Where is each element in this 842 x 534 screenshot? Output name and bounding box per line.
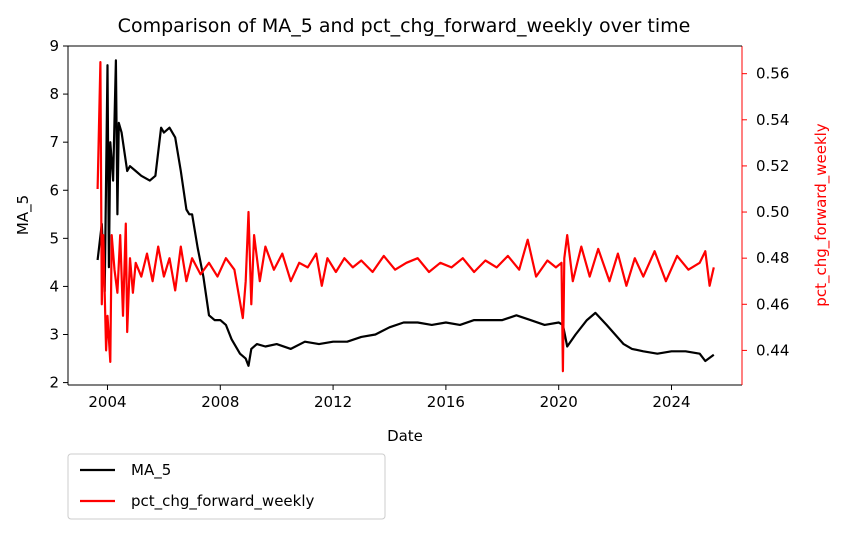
y-left-tick-label: 8 <box>49 85 59 103</box>
y-left-tick-label: 6 <box>49 181 59 199</box>
y-right-tick-label: 0.50 <box>756 203 789 221</box>
series-layer <box>96 59 715 373</box>
series-line-ma-5 <box>96 59 715 367</box>
legend: MA_5 pct_chg_forward_weekly <box>67 453 386 520</box>
x-tick-label: 2012 <box>314 393 352 411</box>
legend-label-pct-chg: pct_chg_forward_weekly <box>131 492 315 511</box>
axes-layer: 2004 2008 2012 2016 2020 2024 2 3 4 5 6 7 8 9 0.44 0.46… <box>49 37 789 411</box>
x-tick-label: 2004 <box>88 393 126 411</box>
y-left-tick-label: 4 <box>49 277 59 295</box>
y-right-tick-label: 0.46 <box>756 295 789 313</box>
x-tick-label: 2008 <box>201 393 239 411</box>
x-axis-title: Date <box>387 427 423 445</box>
series-line-pct-chg-forward-weekly <box>96 60 715 373</box>
legend-label-ma5: MA_5 <box>131 461 171 480</box>
y-right-tick-label: 0.56 <box>756 65 789 83</box>
chart-title: Comparison of MA_5 and pct_chg_forward_w… <box>118 15 691 37</box>
y-right-tick-label: 0.52 <box>756 157 789 175</box>
x-tick-label: 2016 <box>427 393 465 411</box>
y-left-tick-label: 2 <box>49 374 59 392</box>
y-left-tick-label: 5 <box>49 229 59 247</box>
x-tick-label: 2020 <box>540 393 578 411</box>
y-axis-right-title: pct_chg_forward_weekly <box>812 123 831 307</box>
x-tick-label: 2024 <box>652 393 690 411</box>
legend-box <box>67 453 386 520</box>
y-right-tick-label: 0.48 <box>756 249 789 267</box>
y-left-tick-label: 7 <box>49 133 59 151</box>
y-left-tick-label: 3 <box>49 326 59 344</box>
y-right-tick-label: 0.44 <box>756 341 789 359</box>
y-axis-left-title: MA_5 <box>14 195 33 235</box>
y-left-tick-label: 9 <box>49 37 59 55</box>
y-right-tick-label: 0.54 <box>756 111 789 129</box>
